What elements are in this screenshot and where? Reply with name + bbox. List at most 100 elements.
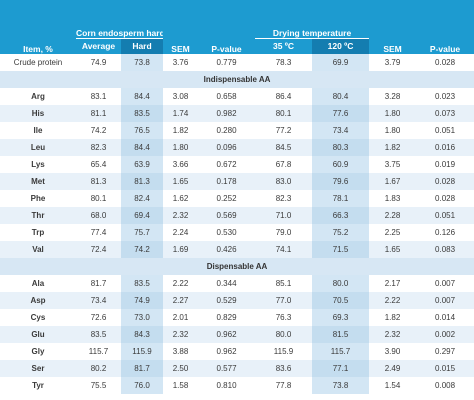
row-label: Crude protein: [0, 54, 76, 71]
row-label: Ala: [0, 275, 76, 292]
table-cell: 0.280: [198, 122, 256, 139]
section-label: Indispensable AA: [0, 71, 474, 88]
table-cell: 1.80: [369, 105, 417, 122]
table-cell: 84.4: [121, 88, 164, 105]
table-cell: 73.8: [121, 54, 164, 71]
table-cell: 1.74: [163, 105, 199, 122]
table-cell: 115.9: [121, 343, 164, 360]
table-cell: 3.90: [369, 343, 417, 360]
row-label: Thr: [0, 207, 76, 224]
table-cell: 2.22: [163, 275, 199, 292]
table-cell: 1.82: [369, 139, 417, 156]
table-row: Ile 74.2 76.5 1.82 0.280 77.2 73.4 1.80 0.051: [0, 122, 474, 139]
table-cell: 77.2: [255, 122, 313, 139]
table-cell: 0.002: [416, 326, 474, 343]
table-cell: 83.5: [121, 275, 164, 292]
table-row: Asp 73.4 74.9 2.27 0.529 77.0 70.5 2.22 0.007: [0, 292, 474, 309]
section-header-row: Dispensable AA: [0, 258, 474, 275]
endosperm-hardness-group-header: Corn endosperm hardness: [76, 0, 164, 39]
table-row: His 81.1 83.5 1.74 0.982 80.1 77.6 1.80 0.073: [0, 105, 474, 122]
table-cell: 83.6: [255, 360, 313, 377]
table-cell: 3.66: [163, 156, 199, 173]
row-label: Val: [0, 241, 76, 258]
table-cell: 0.344: [198, 275, 256, 292]
table-cell: 0.982: [198, 105, 256, 122]
table-cell: 81.3: [121, 173, 164, 190]
table-cell: 0.083: [416, 241, 474, 258]
average-header: Average: [76, 38, 121, 54]
table-cell: 1.54: [369, 377, 417, 394]
table-cell: 66.3: [312, 207, 370, 224]
table-cell: 2.24: [163, 224, 199, 241]
table-cell: 74.9: [76, 54, 121, 71]
table-cell: 65.4: [76, 156, 121, 173]
table-cell: 74.9: [121, 292, 164, 309]
table-cell: 76.5: [121, 122, 164, 139]
table-cell: 76.3: [255, 309, 313, 326]
table-row: Thr 68.0 69.4 2.32 0.569 71.0 66.3 2.28 0.051: [0, 207, 474, 224]
table-cell: 2.17: [369, 275, 417, 292]
table-cell: 82.3: [76, 139, 121, 156]
table-row: Tyr 75.5 76.0 1.58 0.810 77.8 73.8 1.54 0.008: [0, 377, 474, 394]
table-cell: 0.426: [198, 241, 256, 258]
table-cell: 63.9: [121, 156, 164, 173]
table-cell: 81.1: [76, 105, 121, 122]
table-cell: 80.2: [76, 360, 121, 377]
table-cell: 81.5: [312, 326, 370, 343]
table-cell: 0.569: [198, 207, 256, 224]
table-cell: 0.529: [198, 292, 256, 309]
table-cell: 2.28: [369, 207, 417, 224]
table-cell: 73.4: [312, 122, 370, 139]
table-row: Crude protein 74.9 73.8 3.76 0.779 78.3 69.9 3.…: [0, 54, 474, 71]
table-cell: 3.88: [163, 343, 199, 360]
table-cell: 81.3: [76, 173, 121, 190]
sem-header-1: SEM: [163, 0, 199, 54]
table-header: Item, % Corn endosperm hardness SEM P-va…: [0, 0, 474, 54]
table-cell: 0.051: [416, 207, 474, 224]
table-cell: 69.4: [121, 207, 164, 224]
table-cell: 0.096: [198, 139, 256, 156]
table-cell: 74.1: [255, 241, 313, 258]
table-row: Ser 80.2 81.7 2.50 0.577 83.6 77.1 2.49 0.015: [0, 360, 474, 377]
row-label: Asp: [0, 292, 76, 309]
table-cell: 0.672: [198, 156, 256, 173]
table-cell: 83.5: [121, 105, 164, 122]
row-label: Lys: [0, 156, 76, 173]
table-cell: 3.76: [163, 54, 199, 71]
table-cell: 0.028: [416, 173, 474, 190]
table-cell: 69.9: [312, 54, 370, 71]
table-cell: 77.6: [312, 105, 370, 122]
table-cell: 79.0: [255, 224, 313, 241]
table-row: Lys 65.4 63.9 3.66 0.672 67.8 60.9 3.75 0.019: [0, 156, 474, 173]
table-cell: 0.530: [198, 224, 256, 241]
table-cell: 77.0: [255, 292, 313, 309]
table-cell: 72.6: [76, 309, 121, 326]
table-cell: 0.023: [416, 88, 474, 105]
table-cell: 3.28: [369, 88, 417, 105]
item-column-header: Item, %: [0, 0, 76, 54]
table-cell: 2.49: [369, 360, 417, 377]
table-cell: 1.62: [163, 190, 199, 207]
table-cell: 80.1: [76, 190, 121, 207]
table-cell: 77.8: [255, 377, 313, 394]
table-cell: 3.75: [369, 156, 417, 173]
table-cell: 73.4: [76, 292, 121, 309]
table-cell: 84.3: [121, 326, 164, 343]
table-row: Phe 80.1 82.4 1.62 0.252 82.3 78.1 1.83 0.028: [0, 190, 474, 207]
section-label: Dispensable AA: [0, 258, 474, 275]
table-cell: 1.69: [163, 241, 199, 258]
table-cell: 1.80: [369, 122, 417, 139]
row-label: Glu: [0, 326, 76, 343]
table-cell: 86.4: [255, 88, 313, 105]
table-cell: 72.4: [76, 241, 121, 258]
table-cell: 82.4: [121, 190, 164, 207]
pvalue-header-2: P-value: [416, 0, 474, 54]
table-cell: 81.7: [76, 275, 121, 292]
table-cell: 67.8: [255, 156, 313, 173]
table-cell: 2.27: [163, 292, 199, 309]
table-cell: 80.4: [312, 88, 370, 105]
row-label: Met: [0, 173, 76, 190]
table-cell: 85.1: [255, 275, 313, 292]
table-cell: 1.65: [163, 173, 199, 190]
table-cell: 82.3: [255, 190, 313, 207]
